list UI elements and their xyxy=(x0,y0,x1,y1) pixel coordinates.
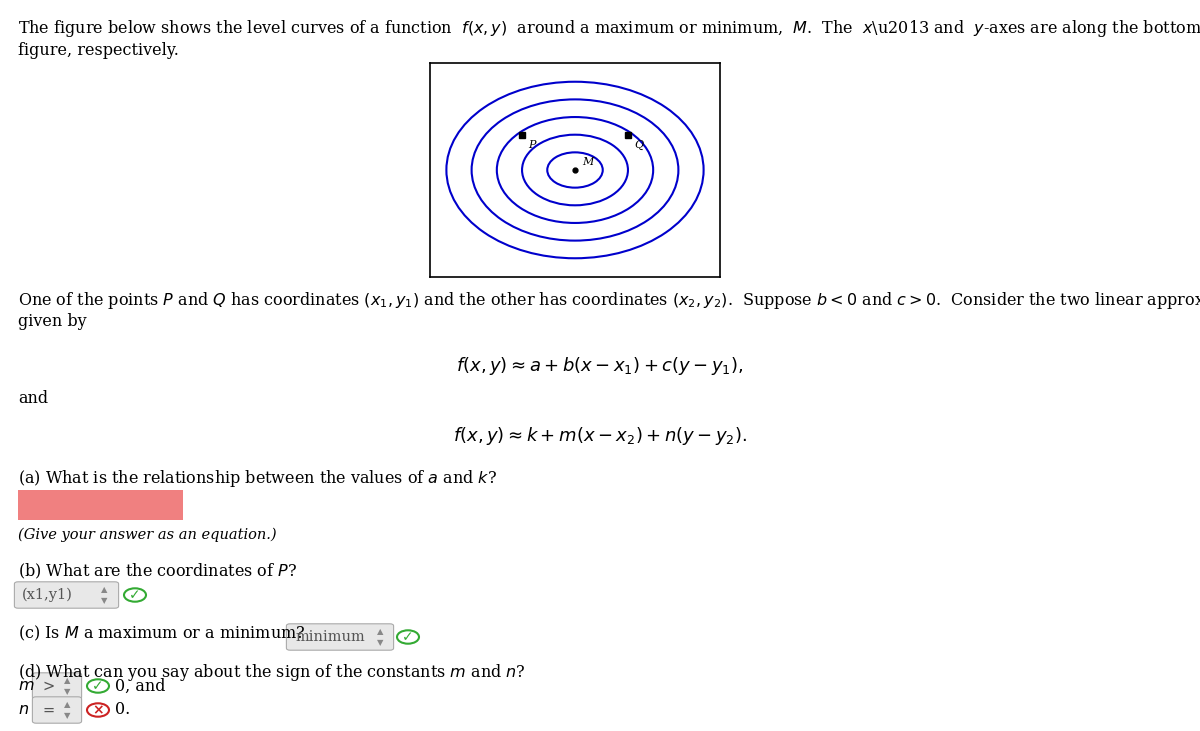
Text: $m$: $m$ xyxy=(18,678,35,694)
Text: ×: × xyxy=(92,703,104,717)
FancyBboxPatch shape xyxy=(32,697,82,723)
Text: ▲
▼: ▲ ▼ xyxy=(101,586,107,605)
Text: minimum: minimum xyxy=(295,630,365,644)
Text: (c) Is $M$ a maximum or a minimum?: (c) Is $M$ a maximum or a minimum? xyxy=(18,624,306,643)
Text: $n$: $n$ xyxy=(18,702,29,719)
Text: ✓: ✓ xyxy=(92,679,104,693)
Text: Q: Q xyxy=(635,140,643,150)
Text: $f(x, y) \approx a + b(x - x_1) + c(y - y_1),$: $f(x, y) \approx a + b(x - x_1) + c(y - … xyxy=(456,355,744,377)
FancyBboxPatch shape xyxy=(32,673,82,699)
Text: (Give your answer as an equation.): (Give your answer as an equation.) xyxy=(18,528,277,542)
Text: >: > xyxy=(42,678,54,694)
Text: ✓: ✓ xyxy=(402,630,414,644)
Text: 0.: 0. xyxy=(115,702,131,719)
Text: (b) What are the coordinates of $P$?: (b) What are the coordinates of $P$? xyxy=(18,562,298,581)
Text: One of the points $P$ and $Q$ has coordinates $(x_1, y_1)$ and the other has coo: One of the points $P$ and $Q$ has coordi… xyxy=(18,290,1200,311)
Text: $f(x, y) \approx k + m(x - x_2) + n(y - y_2).$: $f(x, y) \approx k + m(x - x_2) + n(y - … xyxy=(452,425,748,447)
Text: given by: given by xyxy=(18,313,86,330)
Text: (a) What is the relationship between the values of $a$ and $k$?: (a) What is the relationship between the… xyxy=(18,468,497,489)
Text: ▲
▼: ▲ ▼ xyxy=(64,676,71,696)
Text: M: M xyxy=(582,157,594,167)
FancyBboxPatch shape xyxy=(287,624,394,650)
Text: figure, respectively.: figure, respectively. xyxy=(18,42,179,59)
Text: P: P xyxy=(528,140,536,150)
Text: ▲
▼: ▲ ▼ xyxy=(64,700,71,720)
Text: ▲
▼: ▲ ▼ xyxy=(377,627,383,647)
Text: =: = xyxy=(42,702,54,718)
Text: 0, and: 0, and xyxy=(115,678,166,694)
Text: (d) What can you say about the sign of the constants $m$ and $n$?: (d) What can you say about the sign of t… xyxy=(18,662,526,683)
Text: (x1,y1): (x1,y1) xyxy=(22,588,73,602)
FancyBboxPatch shape xyxy=(18,490,184,520)
Text: ✓: ✓ xyxy=(130,588,140,602)
Text: and: and xyxy=(18,390,48,407)
FancyBboxPatch shape xyxy=(14,582,119,608)
Text: The figure below shows the level curves of a function  $f(x, y)$  around a maxim: The figure below shows the level curves … xyxy=(18,18,1200,39)
